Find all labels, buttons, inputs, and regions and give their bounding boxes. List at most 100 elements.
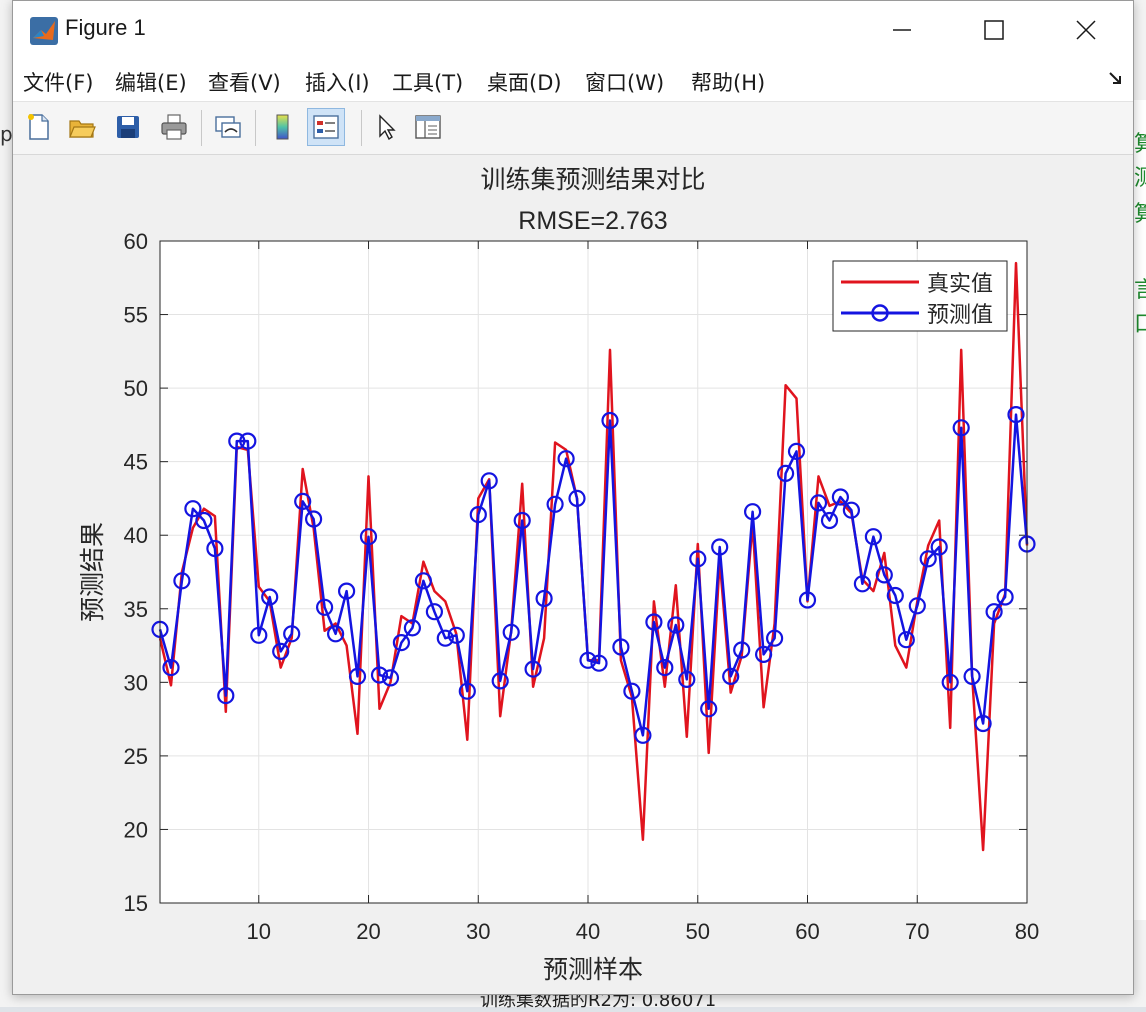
menu-edit[interactable]: 编辑(E) bbox=[115, 71, 187, 95]
menu-insert[interactable]: 插入(I) bbox=[305, 71, 370, 95]
data-point-pred bbox=[480, 472, 498, 490]
menu-help[interactable]: 帮助(H) bbox=[691, 71, 766, 95]
data-point-pred bbox=[436, 629, 454, 647]
y-axis-label: 预测结果 bbox=[79, 522, 107, 622]
data-point-pred bbox=[425, 603, 443, 621]
data-point-pred bbox=[875, 566, 893, 584]
figure-canvas: 10 20 30 40 50 60 70 80 15 20 25 30 35 40 45 50 55 60 训练集… bbox=[13, 155, 1133, 994]
data-point-pred bbox=[579, 651, 597, 669]
data-point-pred bbox=[546, 495, 564, 513]
data-point-pred bbox=[206, 539, 224, 558]
data-point-pred bbox=[381, 669, 400, 687]
menu-file[interactable]: 文件(F) bbox=[23, 71, 94, 95]
menu-tools[interactable]: 工具(T) bbox=[392, 71, 464, 95]
menu-window[interactable]: 窗口(W) bbox=[585, 71, 665, 95]
legend-box bbox=[832, 260, 1008, 332]
toolbar-separator bbox=[201, 110, 202, 146]
x-axis-label: 预测样本 bbox=[543, 956, 643, 984]
axis-ticks: 10 20 30 40 50 60 70 80 15 20 25 30 35 40 45 50 55 60 bbox=[124, 229, 1040, 944]
data-point-pred bbox=[656, 658, 674, 677]
data-point-pred bbox=[239, 432, 257, 450]
data-point-pred bbox=[886, 586, 904, 605]
x-tick-label: 20 bbox=[356, 919, 380, 944]
data-point-pred bbox=[952, 419, 970, 437]
data-point-pred bbox=[370, 666, 389, 684]
x-tick-label: 60 bbox=[795, 919, 819, 944]
data-point-pred bbox=[667, 616, 685, 634]
toolbar-separator bbox=[361, 110, 362, 146]
print-icon bbox=[161, 114, 187, 140]
colorbar-button[interactable] bbox=[263, 108, 301, 146]
background-right-text-1: 算 bbox=[1134, 132, 1146, 157]
data-point-pred bbox=[985, 603, 1003, 621]
data-point-pred bbox=[864, 528, 883, 546]
menu-view[interactable]: 查看(V) bbox=[208, 71, 281, 95]
data-point-pred bbox=[217, 686, 235, 705]
data-point-pred bbox=[173, 572, 191, 590]
y-tick-label: 55 bbox=[124, 303, 148, 328]
print-button[interactable] bbox=[155, 108, 193, 146]
data-point-pred bbox=[798, 591, 817, 609]
data-point-pred bbox=[568, 489, 586, 507]
legend[interactable]: 真实值 预测值 bbox=[832, 260, 1008, 332]
chart-subtitle: RMSE=2.763 bbox=[518, 207, 667, 235]
maximize-button[interactable] bbox=[949, 5, 1039, 55]
data-point-pred bbox=[722, 667, 740, 686]
minimize-button[interactable] bbox=[857, 5, 947, 55]
edit-plot-button[interactable] bbox=[367, 108, 405, 146]
data-point-pred bbox=[678, 670, 696, 689]
close-button[interactable] bbox=[1041, 5, 1131, 55]
data-point-pred bbox=[623, 682, 641, 700]
save-icon bbox=[117, 116, 139, 138]
data-point-pred bbox=[305, 510, 323, 528]
x-tick-label: 10 bbox=[247, 919, 271, 944]
data-point-pred bbox=[908, 597, 926, 615]
data-point-pred bbox=[535, 589, 553, 608]
data-point-pred bbox=[787, 442, 806, 460]
background-editor-pane bbox=[1134, 100, 1146, 920]
toolbar bbox=[13, 102, 1133, 155]
y-tick-label: 15 bbox=[124, 891, 148, 916]
data-point-pred bbox=[919, 550, 937, 568]
data-point-pred bbox=[634, 726, 652, 744]
data-point-pred bbox=[689, 550, 707, 568]
toolbar-separator bbox=[255, 110, 256, 146]
axes-box bbox=[159, 240, 1028, 904]
data-point-pred bbox=[513, 511, 531, 530]
data-point-pred bbox=[930, 538, 948, 556]
close-icon bbox=[1076, 20, 1096, 40]
open-file-button[interactable] bbox=[63, 108, 101, 146]
background-right-text-4: 言 bbox=[1134, 278, 1146, 303]
legend-marker-pred bbox=[871, 304, 889, 322]
data-point-pred bbox=[392, 634, 410, 652]
data-point-pred bbox=[403, 619, 421, 637]
link-plot-button[interactable] bbox=[209, 108, 247, 146]
legend-button[interactable] bbox=[307, 108, 345, 146]
data-point-pred bbox=[524, 660, 542, 678]
data-point-pred bbox=[590, 654, 608, 672]
data-point-pred bbox=[348, 667, 367, 686]
new-figure-button[interactable] bbox=[19, 108, 57, 146]
data-point-pred bbox=[338, 582, 356, 600]
open-file-icon bbox=[69, 120, 96, 138]
x-tick-label: 80 bbox=[1015, 919, 1039, 944]
new-figure-icon bbox=[28, 114, 49, 140]
save-button[interactable] bbox=[109, 108, 147, 146]
legend-icon bbox=[313, 115, 339, 139]
plot-area bbox=[160, 241, 1027, 903]
data-point-pred bbox=[974, 714, 992, 733]
data-point-pred bbox=[820, 511, 839, 530]
data-point-pred bbox=[743, 503, 762, 521]
dock-arrow-icon[interactable] bbox=[1107, 69, 1125, 87]
data-point-pred bbox=[996, 588, 1014, 606]
property-inspector-button[interactable] bbox=[409, 108, 447, 146]
y-tick-label: 25 bbox=[124, 744, 148, 769]
title-bar[interactable]: Figure 1 bbox=[13, 1, 1133, 59]
data-point-pred bbox=[162, 658, 180, 677]
menu-desktop[interactable]: 桌面(D) bbox=[487, 71, 562, 95]
data-point-pred bbox=[228, 432, 246, 450]
data-point-pred bbox=[853, 575, 872, 593]
data-point-pred bbox=[458, 682, 476, 700]
y-tick-label: 20 bbox=[124, 817, 148, 842]
maximize-icon bbox=[984, 20, 1004, 40]
